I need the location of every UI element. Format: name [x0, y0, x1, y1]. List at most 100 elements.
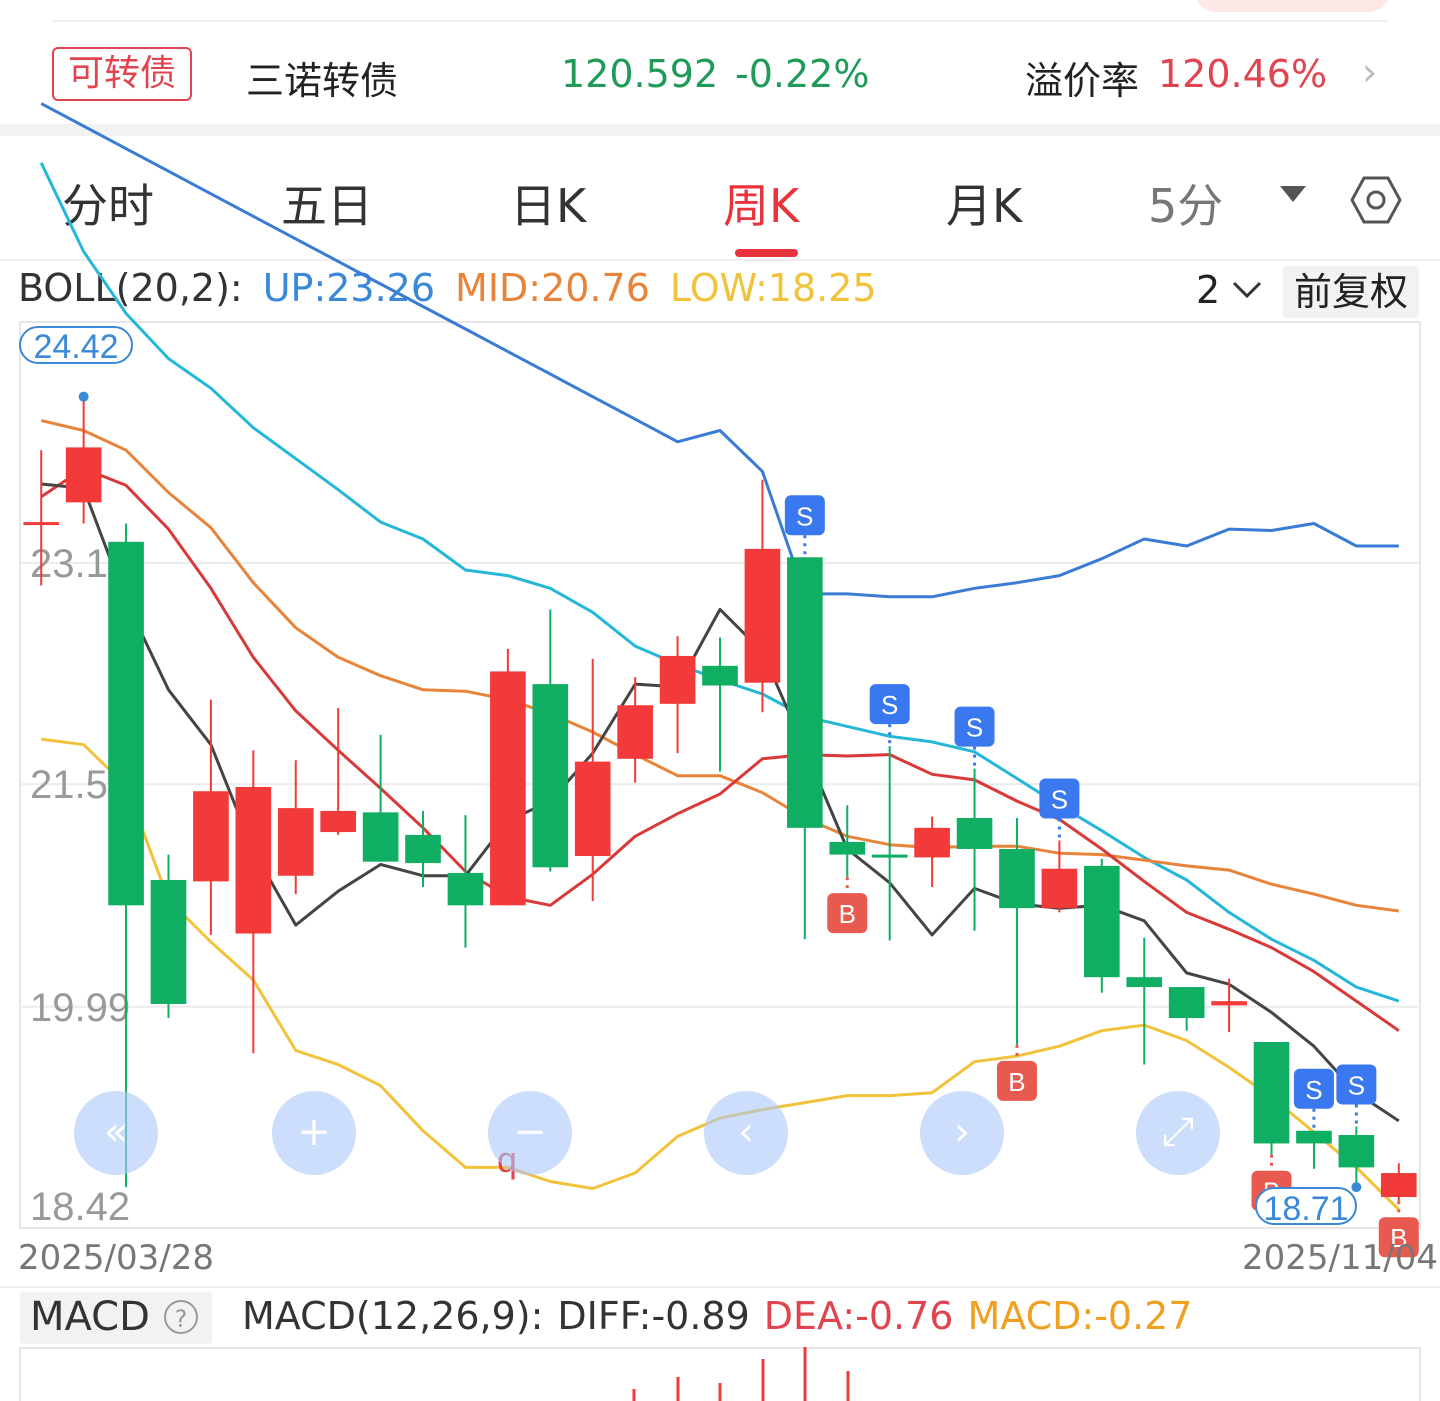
- scroll-left-fast-button[interactable]: «: [74, 1091, 158, 1175]
- max-label-box: [19, 326, 133, 364]
- sell-signal: [1039, 778, 1080, 819]
- macd-diff: DIFF:-0.89: [557, 1294, 750, 1338]
- active-tab-indicator: [735, 249, 798, 257]
- candle-body: [829, 841, 866, 855]
- min-marker: [1351, 1182, 1362, 1193]
- macd-tag-label: MACD: [30, 1294, 150, 1340]
- buy-signal: [996, 1060, 1037, 1101]
- tab-five-day[interactable]: 五日: [281, 179, 373, 233]
- scroll-right-button[interactable]: ›: [920, 1091, 1004, 1175]
- divider: [0, 1286, 1440, 1288]
- signal-label: B: [1390, 1223, 1407, 1253]
- candle-body: [1168, 987, 1205, 1019]
- bond-price: 120.592: [561, 52, 719, 96]
- tab-5min[interactable]: 5分: [1148, 179, 1224, 233]
- signal-label: S: [1348, 1071, 1365, 1101]
- chevron-down-icon[interactable]: [1230, 278, 1264, 302]
- indicator-count[interactable]: 2: [1196, 268, 1221, 312]
- candle-body: [1296, 1130, 1332, 1144]
- signal-label: B: [839, 899, 856, 929]
- adjust-button[interactable]: 前复权: [1283, 266, 1419, 318]
- boll-legend: BOLL(20,2): UP:23.26 MID:20.76 LOW:18.25: [18, 266, 897, 318]
- candle-body: [1253, 1042, 1290, 1144]
- signal-label: S: [966, 713, 983, 743]
- buy-signal: [827, 893, 868, 934]
- buy-signal: [1378, 1217, 1419, 1258]
- top-pill-button[interactable]: [1195, 0, 1390, 12]
- divider: [0, 259, 1440, 261]
- candle-body: [235, 786, 272, 934]
- candle-body: [787, 557, 823, 828]
- macd-frame: [19, 1347, 1421, 1401]
- candle-body: [1338, 1135, 1375, 1168]
- zoom-in-button[interactable]: +: [272, 1091, 356, 1175]
- period-tabs: 分时 五日 日K 周K 月K 5分: [0, 136, 1440, 260]
- candle-body: [871, 854, 908, 858]
- y-tick-label: 18.42: [30, 1185, 130, 1229]
- candle-body: [405, 834, 441, 864]
- candle-body: [108, 541, 144, 906]
- ma_red-line: [40, 467, 1400, 1032]
- candle-body: [914, 827, 950, 858]
- min-label: 18.71: [1263, 1190, 1348, 1228]
- bond-change: -0.22%: [735, 52, 870, 96]
- premium-label: 溢价率: [1025, 59, 1140, 103]
- convertible-bond-row[interactable]: 可转债 三诺转债 120.592 -0.22% 溢价率 120.46% ›: [0, 22, 1440, 124]
- candle-body: [23, 522, 60, 526]
- candle-body: [320, 810, 356, 833]
- candle-body: [999, 848, 1035, 909]
- premium-value: 120.46%: [1158, 52, 1328, 96]
- min-label-box: [1255, 1187, 1357, 1225]
- max-label: 24.42: [33, 328, 118, 366]
- divider: [52, 20, 1388, 22]
- signal-label: S: [796, 501, 813, 531]
- candle-body: [1380, 1173, 1417, 1198]
- tab-weekly-k[interactable]: 周K: [723, 179, 800, 233]
- tab-intraday[interactable]: 分时: [62, 179, 154, 233]
- plot-frame: [19, 321, 1421, 1229]
- status-strip: [0, 0, 1440, 22]
- zoom-out-button[interactable]: −: [488, 1091, 572, 1175]
- candle-body: [956, 817, 993, 849]
- tab-monthly-k[interactable]: 月K: [946, 179, 1023, 233]
- candle-body: [659, 655, 696, 704]
- signal-label: S: [881, 690, 898, 720]
- candle-body: [574, 761, 611, 857]
- sell-signal: [784, 495, 825, 536]
- signal-label: B: [1008, 1067, 1025, 1097]
- bond-name: 三诺转债: [246, 59, 399, 103]
- scroll-left-button[interactable]: ‹: [704, 1091, 788, 1175]
- sell-signal: [1293, 1068, 1334, 1109]
- macd-value: MACD:-0.27: [967, 1294, 1193, 1338]
- candle-body: [1211, 1001, 1247, 1006]
- candle-body: [744, 548, 781, 683]
- convertible-badge: 可转债: [52, 47, 192, 101]
- candle-body: [1084, 865, 1120, 978]
- candle-body: [1126, 977, 1163, 988]
- dropdown-icon[interactable]: [1280, 186, 1306, 202]
- boll_up-line: [40, 102, 1399, 599]
- fullscreen-button[interactable]: ⤢: [1136, 1091, 1220, 1175]
- candle-body: [490, 671, 526, 906]
- candle-body: [362, 812, 399, 862]
- boll-mid: MID:20.76: [455, 266, 650, 310]
- y-tick-label: 19.99: [30, 986, 130, 1030]
- macd-dea: DEA:-0.76: [763, 1294, 954, 1338]
- candle-body: [277, 808, 314, 876]
- signal-label: S: [1051, 785, 1068, 815]
- sell-signal: [954, 706, 995, 747]
- chevron-right-icon[interactable]: ›: [1362, 50, 1378, 94]
- candle-body: [447, 872, 484, 906]
- sell-signal: [869, 684, 910, 725]
- sell-signal: [1336, 1064, 1377, 1105]
- candle-body: [193, 791, 229, 882]
- max-marker: [78, 391, 89, 402]
- tab-daily-k[interactable]: 日K: [510, 179, 587, 233]
- help-icon[interactable]: ?: [164, 1300, 198, 1334]
- boll-low: LOW:18.25: [669, 266, 877, 310]
- signal-label: S: [1305, 1075, 1322, 1105]
- settings-icon[interactable]: [1350, 174, 1402, 226]
- candle-body: [702, 665, 738, 686]
- macd-name: MACD(12,26,9):: [242, 1294, 544, 1338]
